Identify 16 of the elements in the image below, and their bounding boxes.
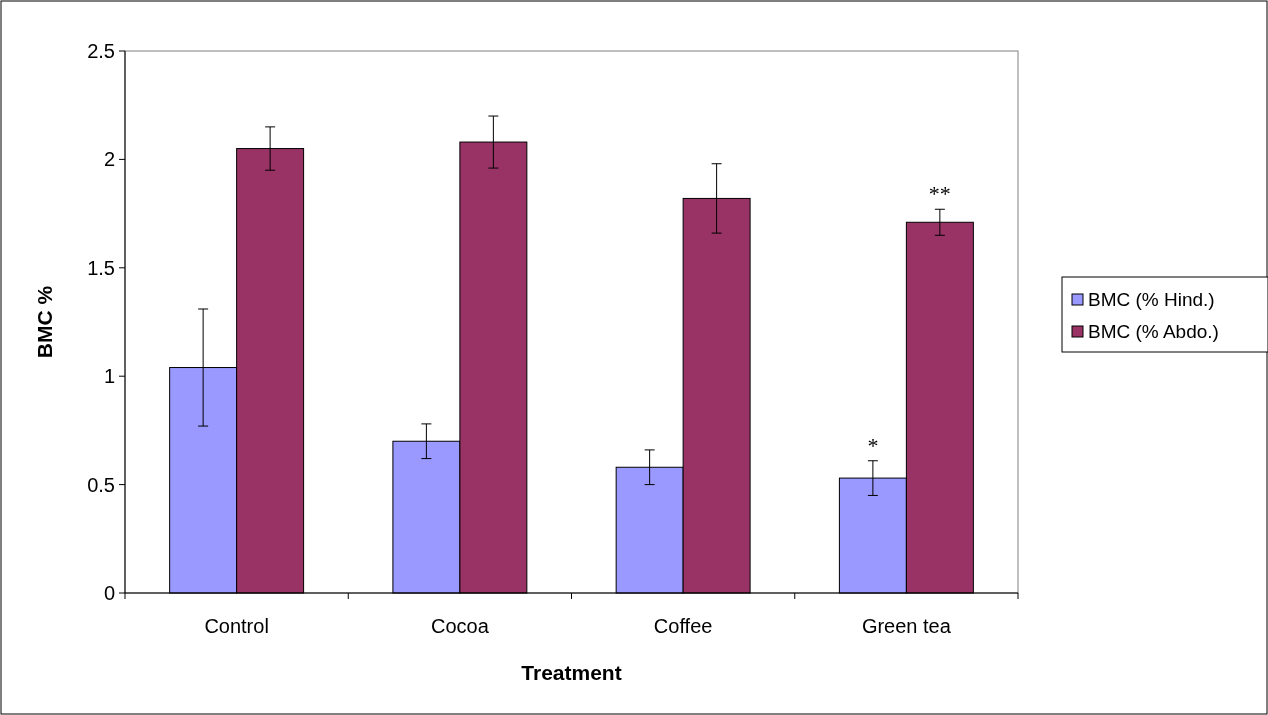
x-axis-title: Treatment [521, 661, 622, 684]
y-axis-title: BMC % [33, 285, 56, 359]
x-tick-label: Coffee [653, 615, 713, 637]
y-tick-label: 2 [103, 148, 115, 171]
x-tick-label: Control [204, 615, 269, 637]
y-tick-label: 1 [103, 365, 115, 388]
y-tick-label: 2.5 [87, 40, 115, 62]
y-tick-label: 0.5 [87, 473, 115, 496]
x-tick-label: Cocoa [430, 615, 490, 637]
x-tick-label: Green tea [861, 615, 952, 637]
annotation: * [867, 432, 879, 458]
legend-label: BMC (% Abdo.) [1088, 320, 1219, 342]
legend-label: BMC (% Hind.) [1088, 288, 1215, 310]
y-tick-label: 0 [103, 582, 115, 604]
y-tick-label: 1.5 [87, 256, 115, 279]
annotation: ** [928, 181, 951, 207]
